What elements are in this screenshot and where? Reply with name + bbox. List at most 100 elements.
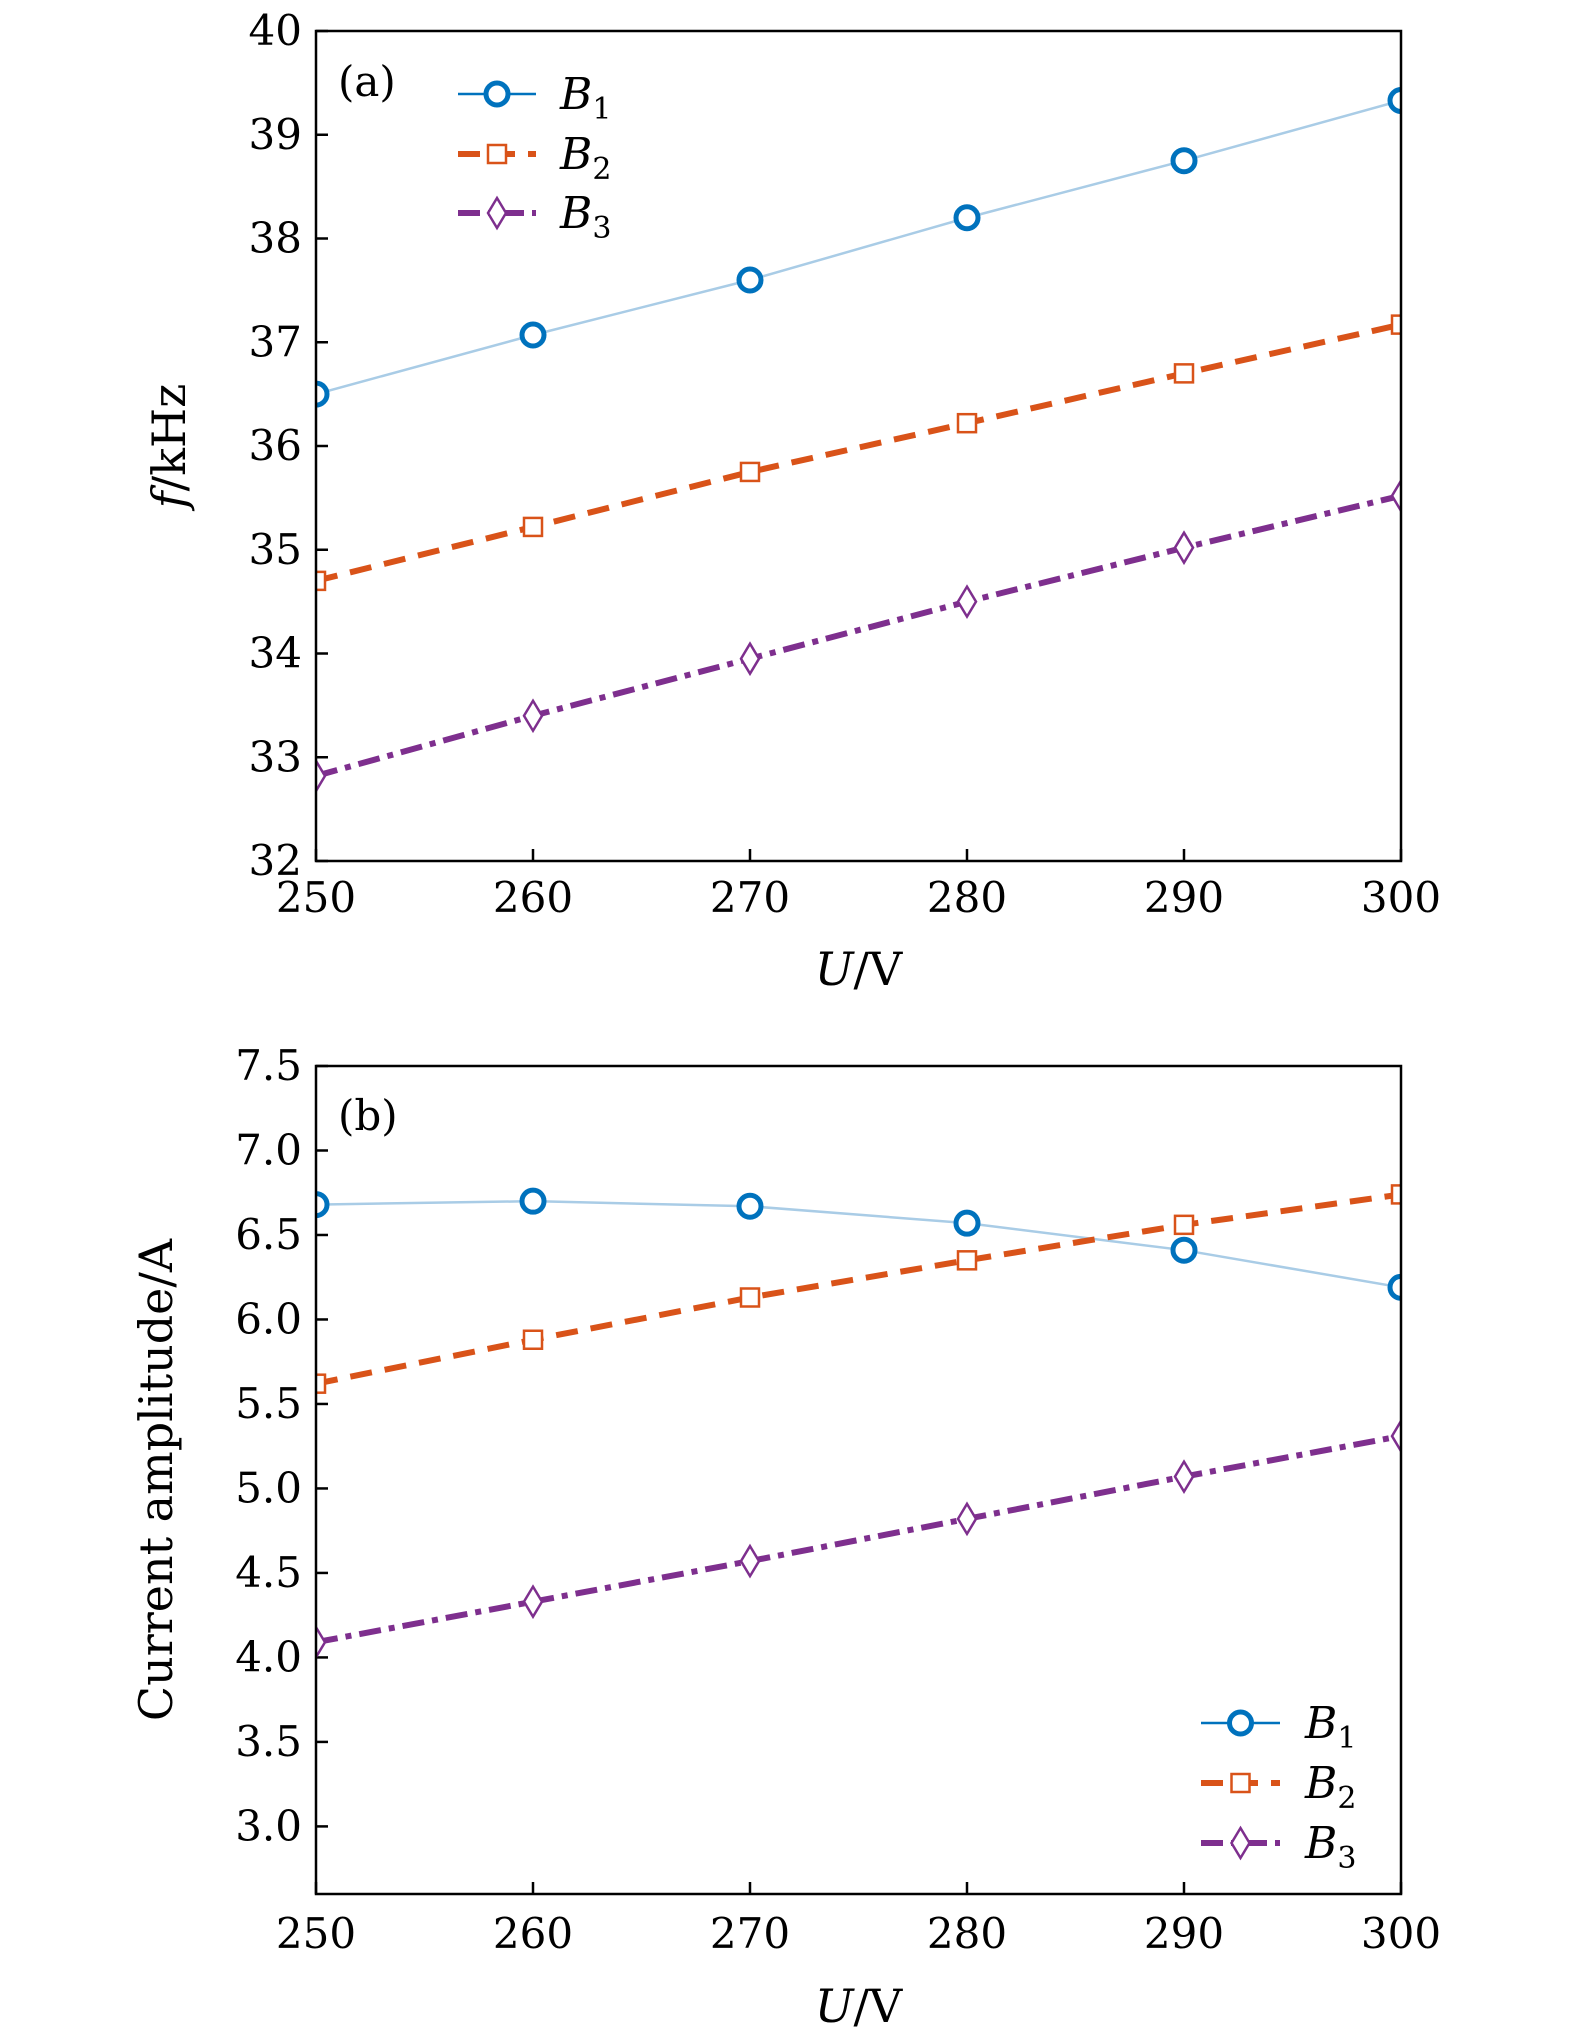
data-point-B3 xyxy=(522,698,544,734)
x-tick-label: 280 xyxy=(927,873,1007,922)
data-point-B3 xyxy=(739,1543,761,1579)
x-axis-label-var: U xyxy=(815,1979,856,2033)
series-line-B1 xyxy=(316,1199,1401,1289)
series-line-B2 xyxy=(316,321,1401,584)
y-tick-label: 36 xyxy=(249,421,302,470)
data-point-B1 xyxy=(1170,1236,1198,1264)
y-axis-label: f/kHz xyxy=(142,384,196,512)
chart-panel-a: 250 260 270 280 290 300323334353637383940(a)U… xyxy=(142,6,1441,996)
y-tick-label: 6.0 xyxy=(235,1294,302,1343)
y-tick-label: 3.0 xyxy=(235,1801,302,1850)
data-point-B2 xyxy=(1173,363,1195,384)
data-point-B2 xyxy=(739,1287,761,1308)
legend-label-B2: B2 xyxy=(559,129,611,187)
y-tick-label: 4.0 xyxy=(235,1632,302,1681)
x-tick-label: 270 xyxy=(710,1909,790,1958)
legend-label-sub: 2 xyxy=(1337,1781,1356,1816)
data-point-B2 xyxy=(1390,314,1401,335)
x-tick-label: 260 xyxy=(493,873,573,922)
y-tick-label: 3.5 xyxy=(235,1717,302,1766)
data-point-B1 xyxy=(1387,1273,1401,1301)
y-tick-label: 7.0 xyxy=(235,1125,302,1174)
x-axis-label: U/V xyxy=(815,1979,903,2033)
data-point-B1 xyxy=(1170,147,1198,175)
legend-label-sub: 1 xyxy=(592,92,611,127)
legend-label-base: B xyxy=(1304,1698,1337,1749)
y-axis-label-unit: /kHz xyxy=(142,384,196,492)
data-point-B1 xyxy=(953,1209,981,1237)
data-point-B2 xyxy=(956,412,978,434)
legend-label-sub: 3 xyxy=(592,211,611,246)
y-tick-label: 6.5 xyxy=(235,1210,302,1259)
legend-label-sub: 3 xyxy=(1337,1841,1356,1876)
legend-marker-B2 xyxy=(486,143,508,165)
series-line-B1 xyxy=(316,99,1401,396)
data-point-B3 xyxy=(1173,1459,1195,1495)
data-point-B2 xyxy=(316,570,327,592)
x-axis-label-unit: /V xyxy=(854,942,903,996)
data-point-B3 xyxy=(956,1501,978,1537)
data-point-B2 xyxy=(739,461,761,483)
data-point-B1 xyxy=(316,1191,330,1219)
data-point-B2 xyxy=(1173,1214,1195,1236)
legend-label-sub: 2 xyxy=(592,152,611,187)
x-tick-label: 250 xyxy=(276,873,356,922)
x-tick-label: 300 xyxy=(1361,873,1441,922)
data-point-B2 xyxy=(522,1329,544,1350)
panel-label: (a) xyxy=(338,57,396,106)
legend-label-base: B xyxy=(559,69,592,120)
legend-label-B3: B3 xyxy=(559,188,611,246)
data-point-B1 xyxy=(953,204,981,232)
data-point-B2 xyxy=(956,1250,978,1271)
legend-label-B3: B3 xyxy=(1304,1818,1356,1876)
data-point-B3 xyxy=(956,584,978,620)
data-point-B1 xyxy=(736,1192,764,1220)
data-point-B1 xyxy=(519,1187,547,1215)
x-axis-label: U/V xyxy=(815,942,903,996)
data-point-B3 xyxy=(1390,478,1401,514)
legend-label-base: B xyxy=(1304,1818,1337,1869)
y-tick-label: 34 xyxy=(249,629,302,678)
data-point-B3 xyxy=(316,1624,327,1660)
legend-marker-B2 xyxy=(1230,1772,1251,1794)
y-tick-label: 40 xyxy=(249,6,302,55)
data-point-B3 xyxy=(1390,1418,1401,1454)
x-tick-label: 280 xyxy=(927,1909,1007,1958)
legend-label-base: B xyxy=(559,129,592,180)
y-tick-label: 4.5 xyxy=(235,1548,302,1597)
data-point-B3 xyxy=(1173,530,1195,566)
panel-label: (b) xyxy=(338,1091,398,1140)
legend-marker-B1 xyxy=(483,80,511,108)
series-line-B3 xyxy=(316,1433,1401,1646)
legend-label-B2: B2 xyxy=(1304,1758,1356,1816)
y-axis-label: Current amplitude/A xyxy=(129,1238,183,1721)
legend-marker-B3 xyxy=(486,195,508,231)
x-tick-label: 250 xyxy=(276,1909,356,1958)
legend-label-sub: 1 xyxy=(1337,1721,1356,1756)
y-tick-label: 32 xyxy=(249,836,302,885)
series-line-B3 xyxy=(316,492,1401,779)
data-point-B2 xyxy=(522,516,544,538)
legend-marker-B1 xyxy=(1227,1709,1254,1737)
data-point-B1 xyxy=(316,380,330,408)
x-tick-label: 270 xyxy=(710,873,790,922)
series-group xyxy=(316,87,1401,794)
data-point-B1 xyxy=(1387,87,1401,115)
data-point-B3 xyxy=(522,1584,544,1620)
y-tick-label: 35 xyxy=(249,525,302,574)
y-tick-label: 5.5 xyxy=(235,1379,302,1428)
data-point-B2 xyxy=(1390,1184,1401,1205)
x-tick-label: 290 xyxy=(1144,1909,1224,1958)
series-group xyxy=(316,1184,1401,1660)
legend-label-B1: B1 xyxy=(559,69,611,127)
data-point-B1 xyxy=(519,321,547,349)
x-axis-label-unit: /V xyxy=(854,1979,903,2033)
legend-label-base: B xyxy=(1304,1758,1337,1809)
plot-frame xyxy=(314,1064,1403,1896)
x-tick-label: 260 xyxy=(493,1909,573,1958)
plot-frame xyxy=(314,29,1403,863)
series-line-B2 xyxy=(316,1191,1401,1387)
